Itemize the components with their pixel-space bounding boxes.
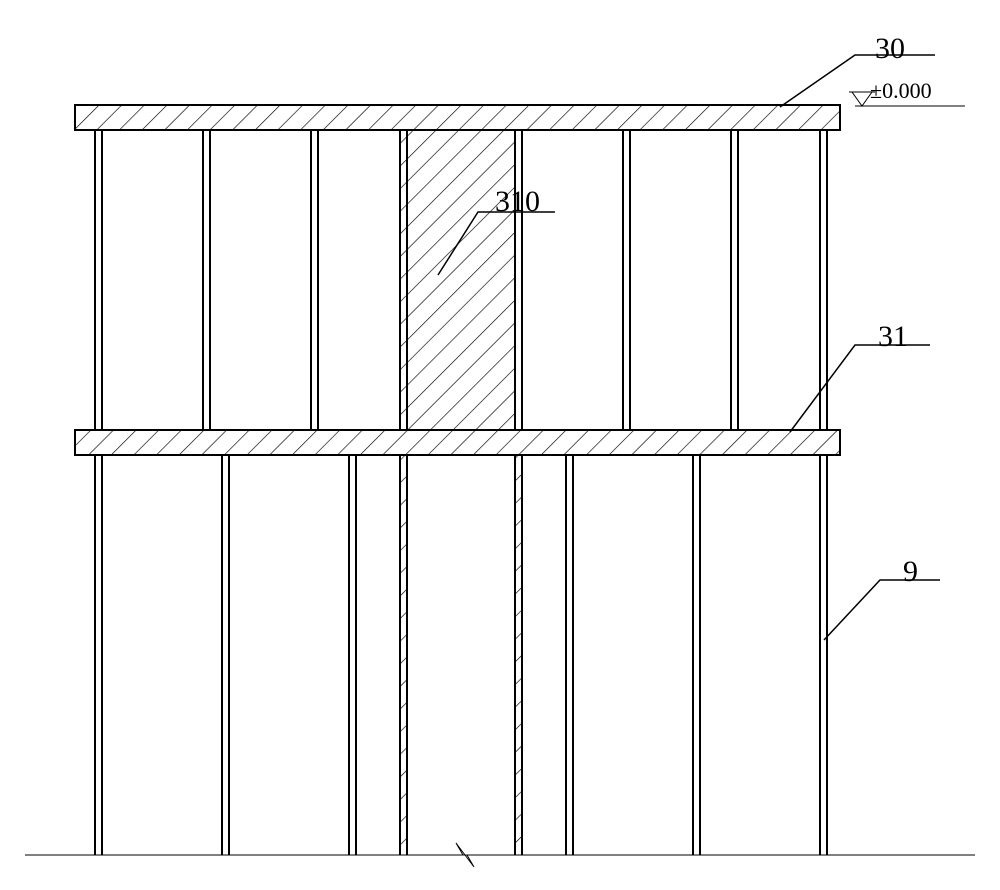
svg-layer — [0, 0, 1000, 890]
diagram-stage: 30 ±0.000 310 31 9 — [0, 0, 1000, 890]
label-9: 9 — [903, 555, 918, 589]
label-31: 31 — [878, 320, 908, 354]
label-30: 30 — [875, 32, 905, 66]
label-310: 310 — [495, 185, 540, 219]
label-datum: ±0.000 — [870, 78, 932, 104]
